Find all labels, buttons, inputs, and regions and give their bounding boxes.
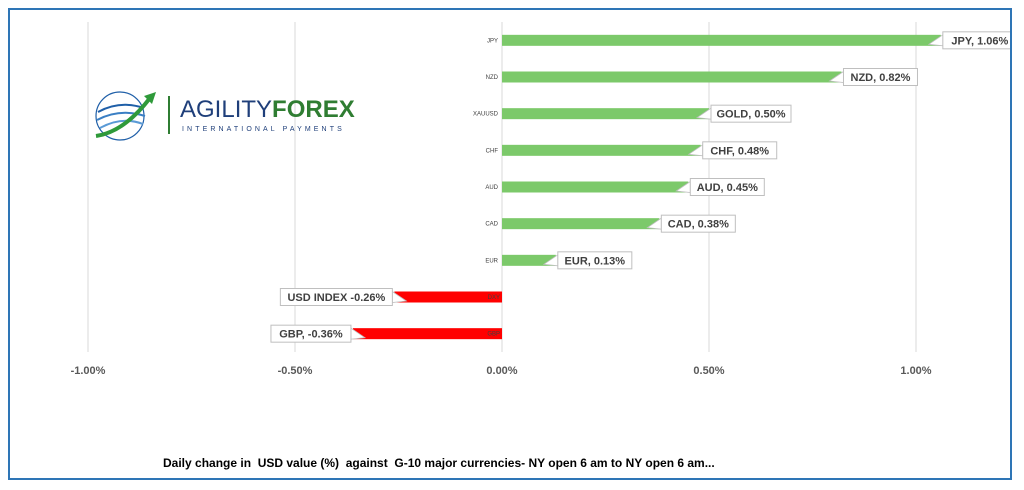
data-label-box <box>557 251 633 270</box>
data-label: JPY, 1.06% <box>951 35 1008 47</box>
bar <box>352 328 502 340</box>
data-label: AUD, 0.45% <box>697 182 758 194</box>
x-tick-label: -1.00% <box>71 365 106 377</box>
bar <box>502 108 709 120</box>
x-tick-label: 0.50% <box>693 365 724 377</box>
bar <box>502 181 689 193</box>
bar <box>502 218 660 230</box>
category-label: XAUUSD <box>473 112 499 118</box>
logo-subtitle: INTERNATIONAL PAYMENTS <box>182 126 345 133</box>
x-tick-label: 1.00% <box>900 365 931 377</box>
data-label-box <box>942 31 1010 50</box>
data-label: GOLD, 0.50% <box>716 109 785 121</box>
data-label: USD INDEX -0.26% <box>287 292 385 304</box>
data-label: CHF, 0.48% <box>710 145 769 157</box>
x-tick-label: 0.00% <box>486 365 517 377</box>
agility-forex-logo: AGILITYFOREX INTERNATIONAL PAYMENTS <box>88 82 368 152</box>
bar <box>502 71 842 83</box>
data-label-box <box>842 68 918 86</box>
logo-wordmark: AGILITYFOREX <box>180 96 355 124</box>
data-label: CAD, 0.38% <box>668 219 729 231</box>
data-label-box <box>702 141 778 160</box>
globe-arrow-icon <box>95 91 156 141</box>
bar <box>502 144 701 156</box>
chart-caption: Daily change in USD value (%) against G-… <box>163 456 715 470</box>
logo-word-forex: FOREX <box>272 96 355 123</box>
category-label: CHF <box>486 148 499 154</box>
data-label-box <box>279 288 393 306</box>
data-label: EUR, 0.13% <box>565 255 626 267</box>
data-label-box <box>710 104 792 123</box>
category-label: EUR <box>485 258 498 264</box>
bar <box>502 254 556 266</box>
bar <box>502 34 941 46</box>
data-label: NZD, 0.82% <box>851 72 911 84</box>
x-tick-label: -0.50% <box>278 365 313 377</box>
category-label: CAD <box>485 222 498 228</box>
category-label: GBP <box>487 332 500 338</box>
data-label-box <box>689 178 765 196</box>
data-label-box <box>660 214 736 233</box>
category-label: AUD <box>485 185 498 191</box>
bar <box>394 291 502 303</box>
category-label: NZD <box>486 75 499 81</box>
data-label: GBP, -0.36% <box>279 329 343 341</box>
logo-divider <box>168 96 170 134</box>
category-label: DXY <box>488 295 500 301</box>
data-label-box <box>270 324 352 343</box>
category-label: JPY <box>487 38 498 44</box>
chart-frame: -1.00% -0.50% 0.00% 0.50% 1.00% JPY JPY, 1.06%… <box>8 8 1012 480</box>
bar-chart: -1.00% -0.50% 0.00% 0.50% 1.00% JPY JPY, 1.06%… <box>71 22 1010 377</box>
logo-word-agility: AGILITY <box>180 96 273 123</box>
